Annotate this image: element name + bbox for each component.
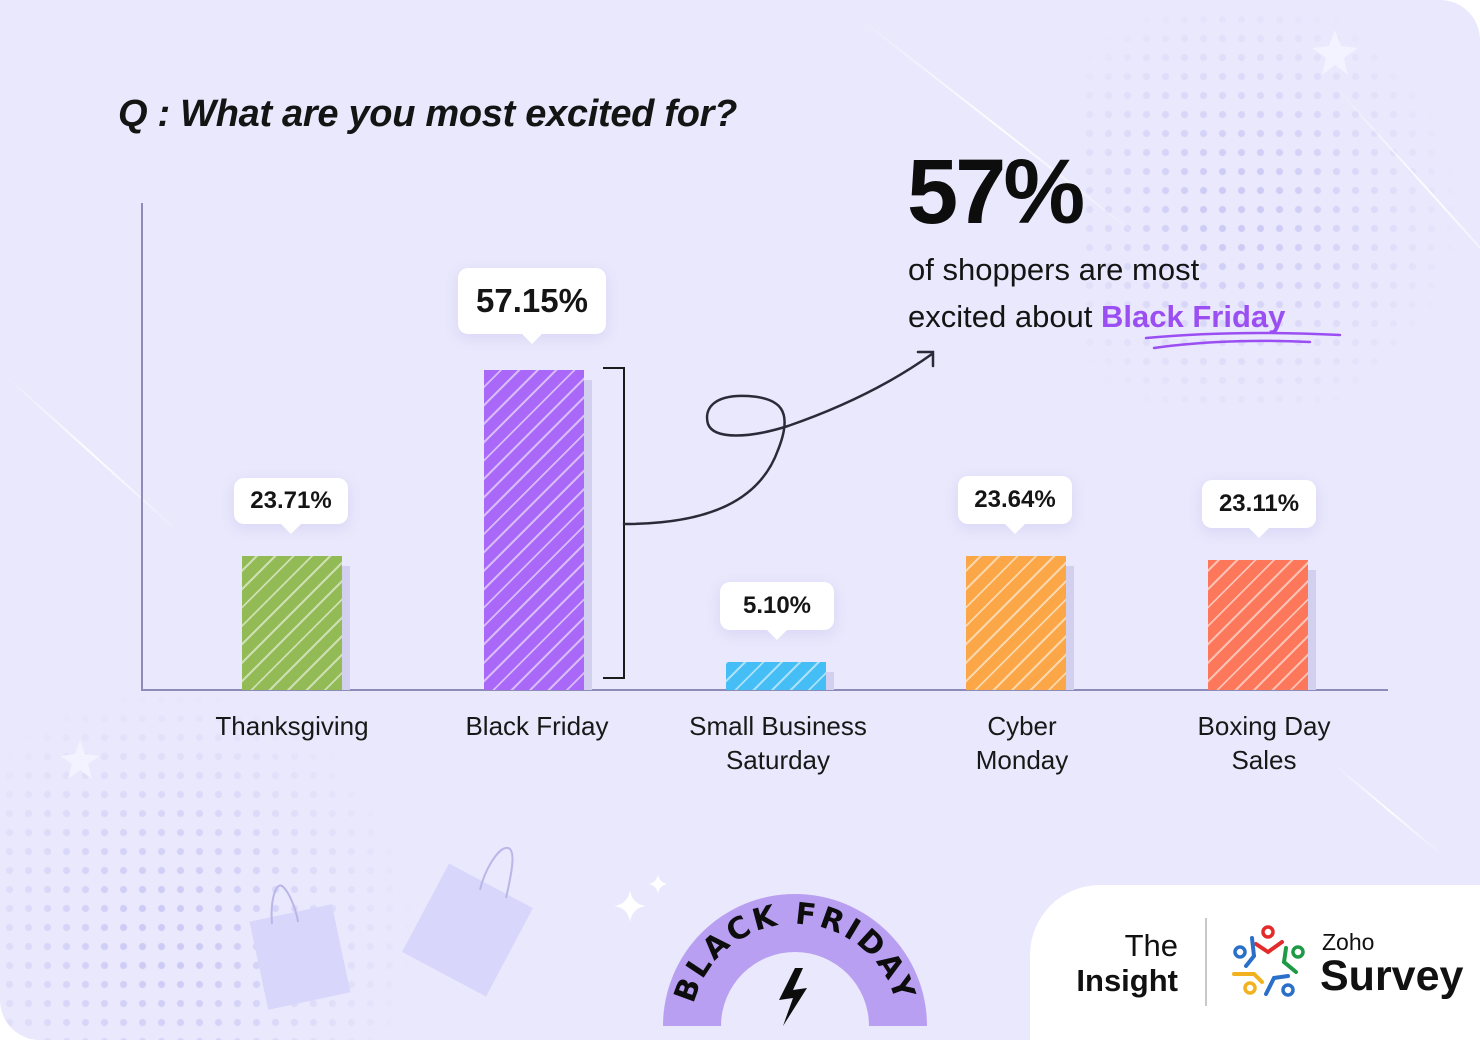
value-tooltip: 5.10% — [720, 582, 834, 640]
bar-thanksgiving[interactable] — [242, 556, 350, 690]
bar-cyber-monday[interactable] — [966, 556, 1074, 690]
y-axis — [141, 203, 143, 691]
value-tooltip: 23.11% — [1202, 480, 1316, 538]
bar-shadow — [1308, 570, 1316, 690]
bar-shadow — [826, 672, 834, 690]
bag-handle — [479, 847, 514, 899]
dot-pattern-top-right — [1080, 10, 1480, 410]
lightning-bolt-icon — [779, 968, 807, 1026]
bar-fill — [242, 556, 342, 690]
bar-shadow — [584, 380, 592, 690]
x-label-black-friday: Black Friday — [465, 711, 609, 741]
bar-fill — [726, 662, 826, 690]
zoho-survey-logo-icon — [1232, 925, 1305, 997]
highlight-black-friday: Black Friday — [1101, 299, 1286, 334]
x-label-small-business-saturday: Small Business Saturday — [689, 711, 867, 775]
bag-handle — [270, 884, 299, 925]
x-axis — [141, 689, 1388, 691]
bar-fill — [484, 370, 584, 690]
x-label-boxing-day-sales: Boxing Day Sales — [1197, 711, 1331, 775]
bar-boxing-day-sales[interactable] — [1208, 560, 1316, 690]
value-tooltip: 57.15% — [458, 268, 606, 344]
chart-title: Q : What are you most excited for? — [118, 93, 738, 135]
sparkle-icon — [614, 874, 667, 922]
sparkle-star-icon — [60, 740, 100, 779]
footer-divider — [1205, 918, 1207, 1006]
bar-black-friday[interactable] — [484, 370, 592, 690]
value-tooltip: 23.64% — [958, 476, 1072, 534]
bar-fill — [1208, 560, 1308, 690]
highlight-stat: 57% — [907, 141, 1085, 243]
bar-small-business-saturday[interactable] — [726, 662, 834, 690]
loop-arrow-icon — [622, 350, 935, 526]
x-label-cyber-monday: Cyber Monday — [975, 711, 1069, 775]
squiggle-underline — [1144, 331, 1342, 350]
footer-branding — [1030, 885, 1480, 1040]
value-tooltip: 23.71% — [234, 478, 348, 534]
black-friday-badge: BLACK FRIDAY — [663, 894, 927, 1026]
highlight-description: of shoppers are most excited about Black… — [908, 252, 1286, 334]
bar-fill — [966, 556, 1066, 690]
x-label-thanksgiving: Thanksgiving — [215, 711, 369, 741]
zoho-brand-text: Zoho — [1322, 929, 1375, 955]
dot-pattern-bottom-left — [0, 690, 420, 1040]
survey-brand-text: Survey — [1320, 952, 1464, 1000]
bar-shadow — [1066, 566, 1074, 690]
bar-shadow — [342, 566, 350, 690]
the-insight-logo: The Insight — [1076, 928, 1178, 998]
sparkle-star-icon — [1312, 30, 1358, 75]
light-streak — [0, 370, 187, 540]
